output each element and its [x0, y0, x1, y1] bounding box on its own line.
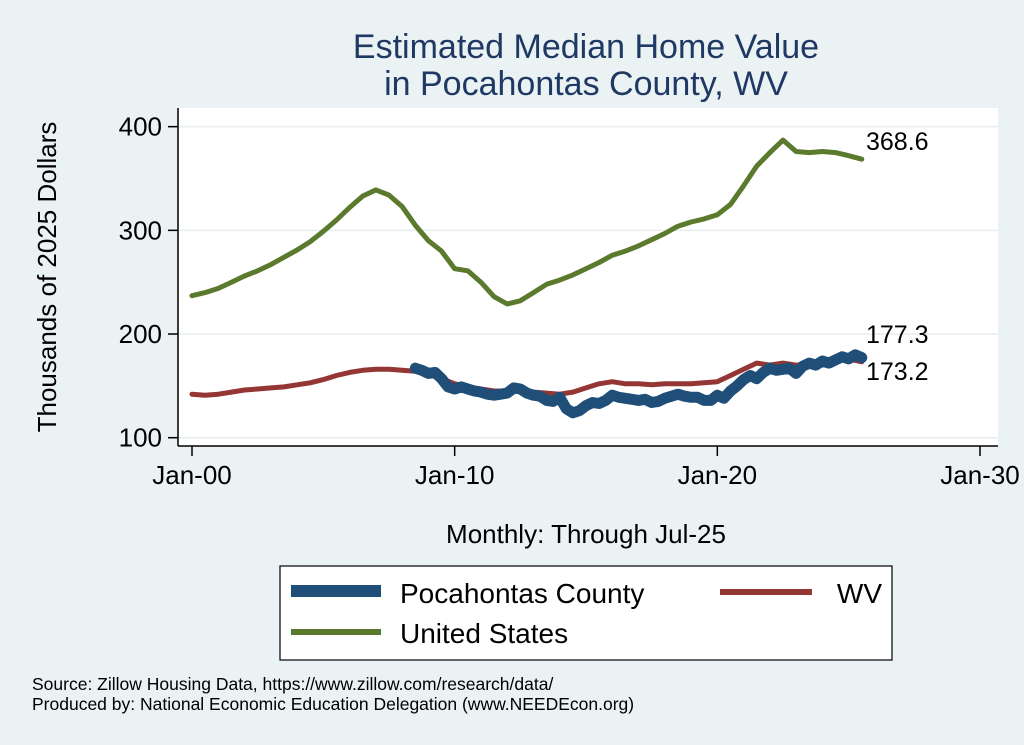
legend-label-pocahontas: Pocahontas County: [400, 578, 644, 609]
y-tick-label-400: 400: [119, 112, 162, 142]
end-label-united-states: 368.6: [866, 128, 929, 156]
y-tick-label-300: 300: [119, 215, 162, 245]
plot-area: [178, 108, 998, 446]
legend: Pocahontas County WV United States: [279, 565, 893, 661]
x-tick-label-jan-20: Jan-20: [678, 460, 758, 490]
producer-note: Produced by: National Economic Education…: [32, 694, 634, 714]
y-axis-ticks: 100 200 300 400: [119, 112, 178, 453]
gridlines: [178, 125, 998, 439]
chart-title-line-2: in Pocahontas County, WV: [384, 65, 788, 103]
series-group: [189, 137, 868, 419]
end-labels: 177.3 173.2 368.6: [866, 128, 929, 386]
series-line-united-states: [189, 137, 865, 307]
end-label-wv: 173.2: [866, 358, 929, 386]
x-tick-label-jan-30: Jan-30: [940, 460, 1020, 490]
legend-box: [279, 565, 893, 661]
source-note: Source: Zillow Housing Data, https://www…: [32, 674, 553, 694]
x-axis-ticks: Jan-00 Jan-10 Jan-20 Jan-30: [152, 446, 1020, 490]
end-label-pocahontas-county: 177.3: [866, 321, 929, 349]
chart-title-line-1: Estimated Median Home Value: [353, 28, 819, 66]
legend-label-wv: WV: [837, 578, 882, 609]
legend-label-us: United States: [400, 618, 568, 649]
x-axis-title: Monthly: Through Jul-25: [446, 519, 726, 549]
series-line-pocahontas-county: [409, 349, 868, 419]
x-tick-label-jan-10: Jan-10: [415, 460, 495, 490]
x-tick-label-jan-00: Jan-00: [152, 460, 232, 490]
y-axis-title: Thousands of 2025 Dollars: [32, 122, 62, 433]
y-tick-label-100: 100: [119, 423, 162, 453]
y-tick-label-200: 200: [119, 319, 162, 349]
